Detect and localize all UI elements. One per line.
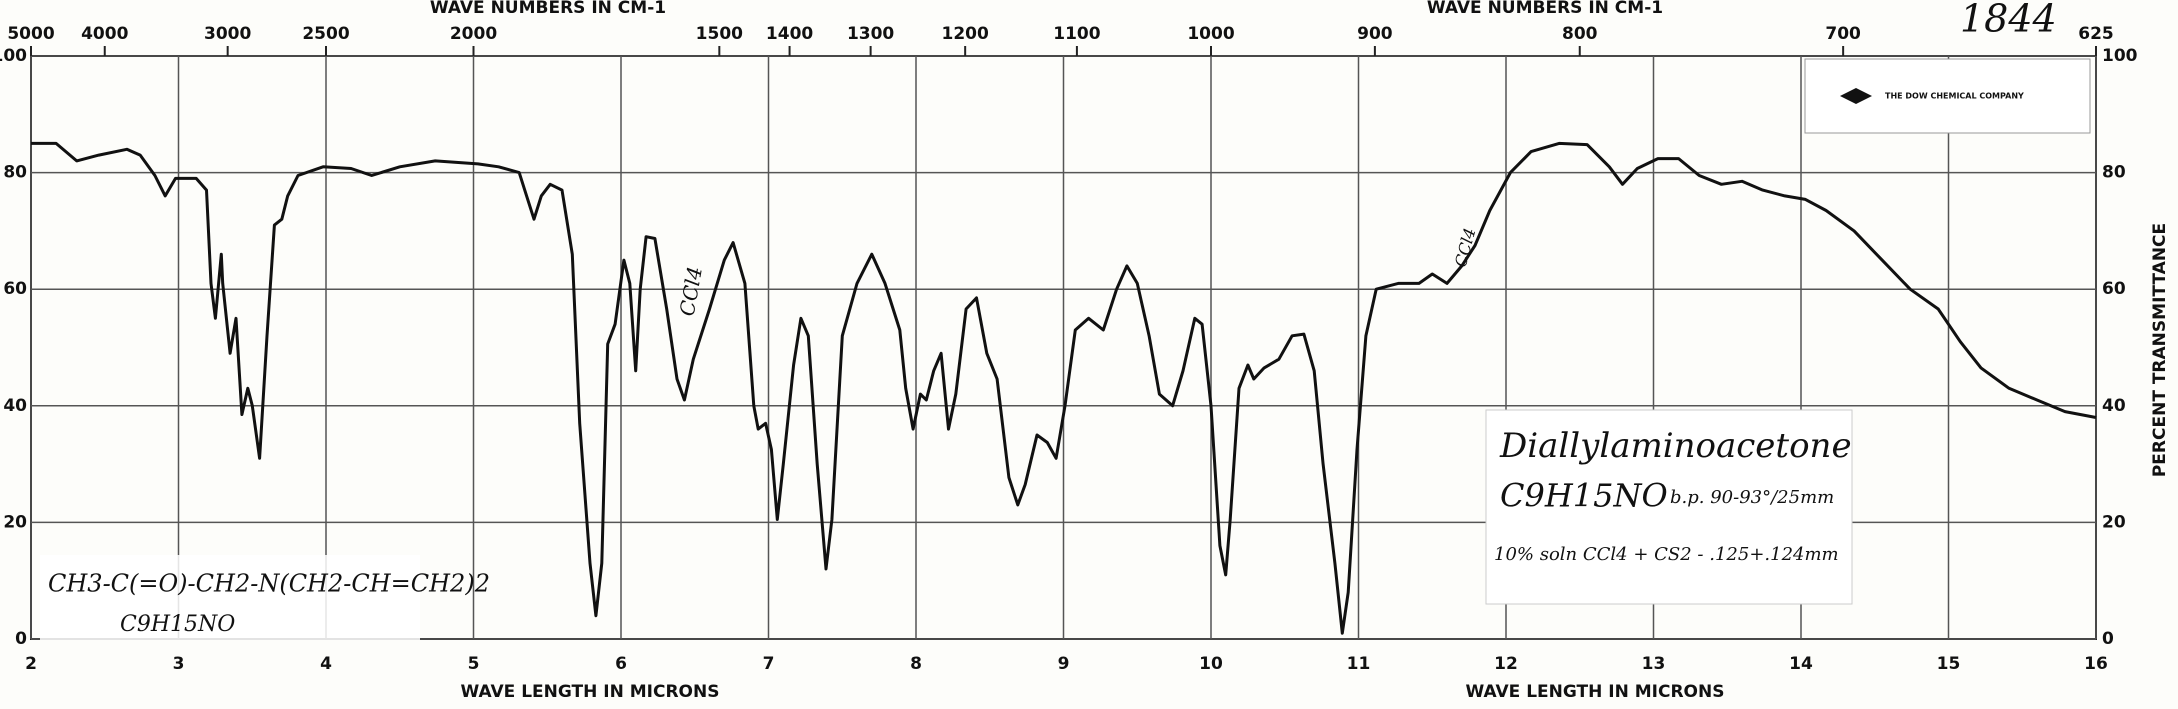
x2-tick-label: 2500 bbox=[302, 24, 349, 44]
x-axis-label: WAVE LENGTH IN MICRONS bbox=[1466, 682, 1725, 702]
x-tick-label: 4 bbox=[320, 654, 332, 674]
y-tick-label-right: 20 bbox=[2102, 512, 2126, 532]
x2-tick-label: 1500 bbox=[696, 24, 743, 44]
label-box bbox=[1485, 409, 1853, 605]
company-name: THE DOW CHEMICAL COMPANY bbox=[1885, 92, 2024, 101]
x-tick-label: 7 bbox=[763, 654, 775, 674]
x-tick-label: 15 bbox=[1937, 654, 1961, 674]
x-tick-label: 16 bbox=[2084, 654, 2108, 674]
sheet-number: 1844 bbox=[1960, 0, 2057, 41]
x2-tick-label: 625 bbox=[2078, 24, 2114, 44]
x-tick-label: 3 bbox=[173, 654, 185, 674]
y-axis-label: PERCENT TRANSMITTANCE bbox=[2150, 223, 2170, 477]
structure: CH3-C(=O)-CH2-N(CH2-CH=CH2)2 bbox=[48, 570, 490, 598]
x-tick-label: 10 bbox=[1199, 654, 1223, 674]
x2-tick-label: 700 bbox=[1825, 24, 1861, 44]
x-tick-label: 9 bbox=[1058, 654, 1070, 674]
x2-tick-label: 5000 bbox=[7, 24, 54, 44]
y-tick-label: 20 bbox=[3, 512, 27, 532]
x-tick-label: 12 bbox=[1494, 654, 1518, 674]
x-tick-label: 11 bbox=[1347, 654, 1371, 674]
x-tick-label: 6 bbox=[615, 654, 627, 674]
x2-tick-label: 800 bbox=[1562, 24, 1598, 44]
x2-axis-label: WAVE NUMBERS IN CM-1 bbox=[430, 0, 666, 18]
y-tick-label: 80 bbox=[3, 163, 27, 183]
y-tick-label-right: 0 bbox=[2102, 629, 2114, 649]
x-axis-label: WAVE LENGTH IN MICRONS bbox=[461, 682, 720, 702]
x-tick-label: 2 bbox=[25, 654, 37, 674]
y-tick-label-right: 40 bbox=[2102, 396, 2126, 416]
boiling-point: b.p. 90-93°/25mm bbox=[1670, 487, 1834, 508]
sample-note: 10% soln CCl4 + CS2 - .125+.124mm bbox=[1494, 544, 1839, 565]
formula: C9H15NO bbox=[1500, 477, 1668, 515]
x2-tick-label: 3000 bbox=[204, 24, 251, 44]
x2-tick-label: 1200 bbox=[942, 24, 989, 44]
y-tick-label-right: 100 bbox=[2102, 46, 2138, 66]
x-tick-label: 13 bbox=[1642, 654, 1666, 674]
spectrum-line bbox=[31, 141, 2097, 635]
x2-tick-label: 900 bbox=[1357, 24, 1393, 44]
logo-diamond bbox=[1840, 88, 1872, 104]
x2-tick-label: 4000 bbox=[81, 24, 128, 44]
x-tick-label: 5 bbox=[468, 654, 480, 674]
x2-tick-label: 1300 bbox=[847, 24, 894, 44]
x2-tick-label: 1000 bbox=[1187, 24, 1234, 44]
x2-axis-label: WAVE NUMBERS IN CM-1 bbox=[1427, 0, 1663, 18]
y-tick-label-right: 60 bbox=[2102, 279, 2126, 299]
x2-tick-label: 2000 bbox=[450, 24, 497, 44]
y-tick-label: 60 bbox=[3, 279, 27, 299]
structure-box bbox=[40, 555, 420, 640]
y-tick-label: 100 bbox=[0, 46, 27, 66]
compound-name: Diallylaminoacetone bbox=[1499, 426, 1852, 466]
x2-tick-label: 1400 bbox=[766, 24, 813, 44]
y-tick-label-right: 80 bbox=[2102, 163, 2126, 183]
x2-tick-label: 1100 bbox=[1053, 24, 1100, 44]
y-tick-label: 0 bbox=[15, 629, 27, 649]
x-tick-label: 8 bbox=[910, 654, 922, 674]
x-tick-label: 14 bbox=[1789, 654, 1813, 674]
structure-formula: C9H15NO bbox=[120, 612, 235, 637]
y-tick-label: 40 bbox=[3, 396, 27, 416]
